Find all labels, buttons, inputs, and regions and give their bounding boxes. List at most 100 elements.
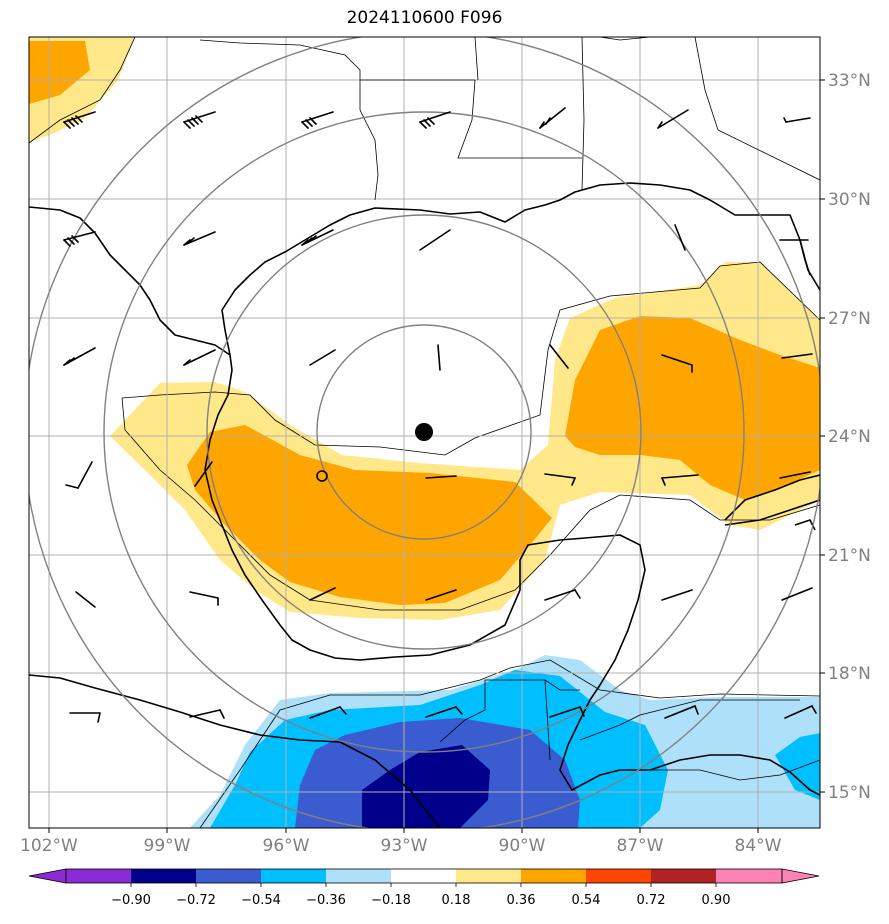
- wind-barb: [425, 475, 457, 479]
- colorbar: −0.90 −0.72 −0.54 −0.36 −0.18 0.18 0.36 …: [28, 868, 820, 908]
- wind-barb: [661, 354, 693, 373]
- colorbar-frame: [65, 868, 783, 884]
- wind-barb: [309, 706, 347, 719]
- political-borders: [29, 37, 820, 781]
- wind-barb: [189, 591, 219, 606]
- wind-barb: [544, 589, 581, 601]
- secondary-center-marker: [316, 470, 328, 482]
- wind-barb: [63, 347, 96, 366]
- yucatan-east-coast: [559, 699, 650, 791]
- wind-barb: [781, 587, 813, 601]
- colorbar-bin: [586, 869, 651, 883]
- range-circle-4deg: [316, 324, 532, 540]
- wind-barb: [63, 231, 96, 247]
- central-america-pacific-coast: [29, 674, 441, 828]
- wind-barb: [69, 712, 101, 723]
- lon-label-99: 99°W: [144, 836, 191, 856]
- colorbar-tick-label: −0.36: [306, 893, 346, 908]
- longitude-labels: 102°W 99°W 96°W 93°W 90°W 87°W 84°W: [20, 836, 782, 856]
- belize-line: [544, 679, 580, 691]
- honduras-coast: [649, 754, 820, 796]
- lat-label-15: 15°N: [828, 783, 871, 803]
- shade-neg-0.36-east: [775, 733, 820, 800]
- colorbar-bin: [326, 869, 391, 883]
- positive-anomaly-shading: [29, 37, 820, 620]
- colorbar-extend-high: [781, 868, 820, 884]
- wind-barb: [425, 706, 463, 718]
- range-circles: [29, 37, 820, 828]
- lon-label-84: 84°W: [735, 836, 782, 856]
- coastlines: [29, 182, 820, 828]
- wind-barb: [781, 353, 813, 359]
- wind-barb: [539, 107, 566, 129]
- wind-barb: [65, 461, 93, 489]
- lon-label-102: 102°W: [20, 836, 78, 856]
- wind-barb: [301, 229, 334, 246]
- wind-barb: [63, 111, 96, 129]
- colorbar-bin: [131, 869, 196, 883]
- colorbar-tick-label: −0.54: [241, 893, 281, 908]
- honduras-nicaragua: [650, 759, 820, 781]
- cuba: [724, 474, 820, 521]
- colorbar-bin: [521, 869, 586, 883]
- contour-0.18-south: [121, 397, 820, 611]
- colorbar-tick-label: 0.54: [572, 893, 601, 908]
- wind-barb: [779, 471, 811, 479]
- wind-barb: [664, 705, 699, 719]
- colorbar-bin: [716, 869, 782, 883]
- colorbar-extend-low: [28, 868, 67, 884]
- map-title: 2024110600 F096: [346, 8, 503, 28]
- wind-barb: [674, 224, 686, 251]
- colorbar-tick-label: 0.18: [442, 893, 471, 908]
- lon-label-87: 87°W: [617, 836, 664, 856]
- wind-barb: [549, 344, 569, 369]
- colorbar-bin: [651, 869, 716, 883]
- range-circle-8deg: [103, 111, 745, 753]
- wind-barb: [661, 589, 693, 601]
- shade-neg-0.72: [362, 745, 490, 828]
- map-panel: [29, 37, 820, 828]
- colorbar-bin: [196, 869, 261, 883]
- latitude-labels: 33°N 30°N 27°N 24°N 21°N 18°N 15°N: [828, 71, 871, 803]
- us-gulf-coast: [29, 182, 820, 356]
- colorbar-tick-label: −0.72: [176, 893, 216, 908]
- wind-barb: [783, 117, 811, 123]
- us-mexico-border: [29, 37, 136, 144]
- contour-neg-0.18: [199, 659, 820, 828]
- guatemala-honduras: [579, 699, 800, 741]
- colorbar-bin: [391, 869, 456, 883]
- shade-0.36-0.54-west: [187, 425, 552, 605]
- lon-label-90: 90°W: [499, 836, 546, 856]
- lon-label-93: 93°W: [381, 836, 428, 856]
- lat-label-24: 24°N: [828, 427, 871, 447]
- lat-label-27: 27°N: [828, 309, 871, 329]
- colorbar-tick-label: 0.72: [637, 893, 666, 908]
- lat-label-21: 21°N: [828, 546, 871, 566]
- wind-barb: [309, 349, 336, 366]
- wind-barb: [425, 589, 457, 601]
- range-circle-6deg: [206, 214, 642, 650]
- wind-barb: [657, 109, 689, 129]
- lon-label-96: 96°W: [263, 836, 310, 856]
- wind-barb: [183, 349, 216, 366]
- wind-barb: [183, 231, 216, 246]
- shade-0.36-0.54-northwest: [29, 41, 90, 104]
- colorbar-tick-label: −0.18: [371, 893, 411, 908]
- map-frame: [28, 36, 821, 829]
- colorbar-tick-label: −0.90: [111, 893, 151, 908]
- colorbar-tick-label: 0.36: [507, 893, 536, 908]
- wind-barb: [544, 473, 576, 486]
- colorbar-bin: [456, 869, 521, 883]
- louisiana-arkansas-line: [360, 79, 582, 159]
- lat-label-33: 33°N: [828, 71, 871, 91]
- colorbar-bin: [66, 869, 131, 883]
- wind-barb: [183, 111, 216, 129]
- mexico-guatemala-border: [439, 679, 551, 761]
- lat-label-30: 30°N: [828, 190, 871, 210]
- wind-barb: [437, 344, 441, 371]
- colorbar-tick-label: 0.90: [702, 893, 731, 908]
- wind-barb: [419, 229, 451, 251]
- cuba-south: [724, 499, 820, 526]
- wind-barb: [75, 591, 96, 608]
